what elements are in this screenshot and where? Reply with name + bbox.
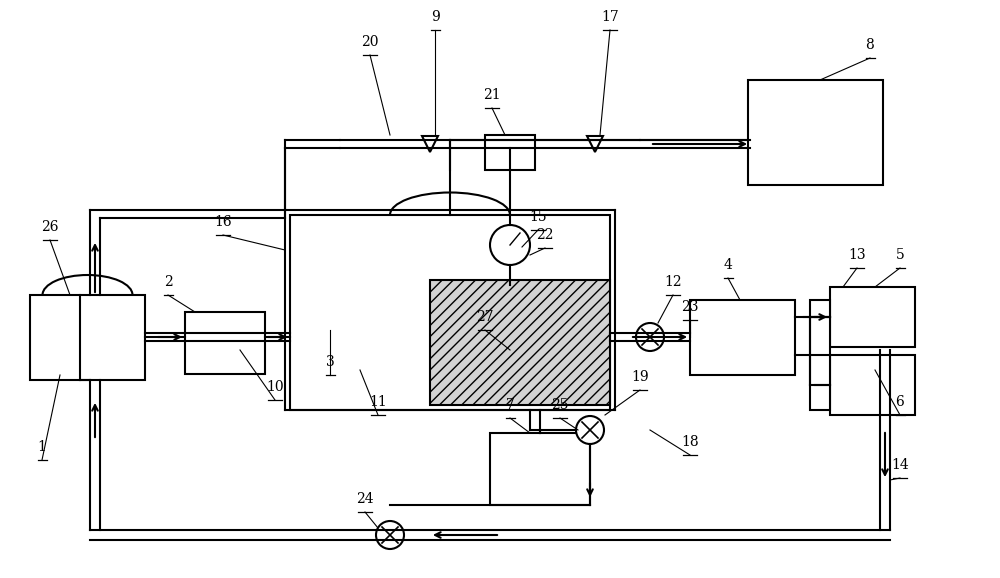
Text: 25: 25 xyxy=(551,398,569,412)
Text: 27: 27 xyxy=(476,310,494,324)
Text: 23: 23 xyxy=(681,300,699,314)
Text: 9: 9 xyxy=(431,10,439,24)
Text: 14: 14 xyxy=(891,458,909,472)
Text: 2: 2 xyxy=(164,275,172,289)
Bar xyxy=(810,300,830,410)
Bar xyxy=(485,135,535,170)
Text: 15: 15 xyxy=(529,210,547,224)
Bar xyxy=(690,300,795,375)
Circle shape xyxy=(376,521,404,549)
Bar xyxy=(290,215,610,410)
Text: 6: 6 xyxy=(896,395,904,409)
Text: 16: 16 xyxy=(214,215,232,229)
Circle shape xyxy=(576,416,604,444)
Text: 5: 5 xyxy=(896,248,904,262)
Circle shape xyxy=(490,225,530,265)
Text: 22: 22 xyxy=(536,228,554,242)
Text: 3: 3 xyxy=(326,355,334,369)
Text: 19: 19 xyxy=(631,370,649,384)
Bar xyxy=(490,433,590,505)
Text: 18: 18 xyxy=(681,435,699,449)
Text: 1: 1 xyxy=(38,440,46,454)
Bar xyxy=(30,295,145,380)
Text: 7: 7 xyxy=(506,398,514,412)
Bar xyxy=(830,355,915,415)
Text: 4: 4 xyxy=(724,258,732,272)
Text: 10: 10 xyxy=(266,380,284,394)
Bar xyxy=(830,287,915,347)
Polygon shape xyxy=(587,136,603,152)
Text: 8: 8 xyxy=(866,38,874,52)
Polygon shape xyxy=(422,136,438,152)
Text: 13: 13 xyxy=(848,248,866,262)
Text: 11: 11 xyxy=(369,395,387,409)
Circle shape xyxy=(636,323,664,351)
Text: 20: 20 xyxy=(361,35,379,49)
Bar xyxy=(748,80,883,185)
Bar xyxy=(185,312,265,374)
Text: 12: 12 xyxy=(664,275,682,289)
Text: 26: 26 xyxy=(41,220,59,234)
Polygon shape xyxy=(430,280,610,405)
Text: 17: 17 xyxy=(601,10,619,24)
Text: 24: 24 xyxy=(356,492,374,506)
Text: 21: 21 xyxy=(483,88,501,102)
